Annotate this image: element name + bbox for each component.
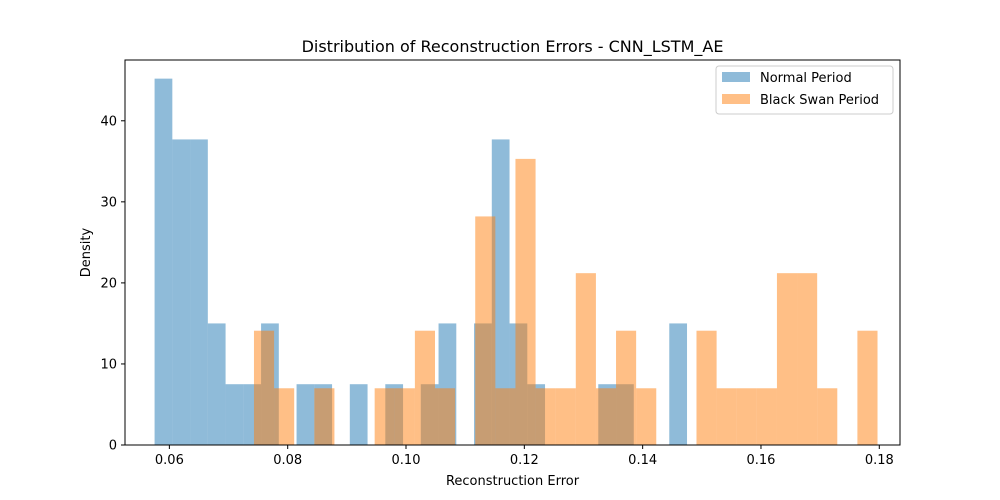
legend-swatch-black-swan: [722, 94, 750, 104]
bar-normal-0: [154, 78, 173, 446]
legend-swatch-normal: [722, 72, 750, 82]
bar-black-swan-14: [535, 388, 556, 445]
y-tick-label: 20: [100, 276, 117, 291]
bar-black-swan-0: [253, 330, 275, 445]
x-tick-label: 0.08: [273, 453, 302, 468]
bar-normal-11: [349, 384, 368, 445]
legend-frame: [715, 65, 894, 115]
bar-black-swan-30: [857, 330, 878, 445]
y-tick-label: 40: [100, 114, 117, 129]
bar-black-swan-18: [616, 330, 637, 445]
bar-normal-2: [190, 139, 208, 445]
bar-normal-1: [172, 139, 191, 445]
x-tick-label: 0.06: [155, 453, 184, 468]
bar-black-swan-13: [515, 158, 536, 445]
bar-normal-19: [491, 139, 510, 445]
bar-black-swan-8: [414, 330, 435, 445]
bar-normal-29: [669, 323, 688, 445]
y-axis-title: Density: [79, 227, 94, 277]
x-tick-label: 0.14: [628, 453, 657, 468]
y-tick-label: 30: [100, 195, 117, 210]
x-axis-title: Reconstruction Error: [446, 474, 580, 489]
y-axis: 0 10 20 30 40: [100, 114, 125, 454]
bar-black-swan-1: [274, 388, 295, 445]
bar-normal-8: [296, 384, 315, 445]
bar-black-swan-19: [636, 388, 657, 445]
x-tick-label: 0.10: [392, 453, 421, 468]
legend-label-normal: Normal Period: [760, 71, 852, 86]
y-tick-label: 0: [109, 439, 117, 454]
x-tick-label: 0.12: [510, 453, 539, 468]
bar-black-swan-6: [374, 388, 395, 445]
bar-black-swan-28: [817, 388, 838, 445]
x-axis: 0.06 0.08 0.10 0.12 0.14 0.16 0.18: [155, 445, 894, 468]
bar-black-swan-23: [716, 388, 737, 445]
bar-black-swan-25: [756, 388, 777, 445]
bar-black-swan-24: [736, 388, 757, 445]
bar-black-swan-12: [495, 388, 516, 445]
chart-title: Distribution of Reconstruction Errors - …: [302, 37, 724, 57]
bar-black-swan-11: [475, 216, 496, 445]
x-tick-label: 0.16: [746, 453, 775, 468]
bar-normal-3: [207, 323, 226, 445]
bar-black-swan-16: [575, 273, 596, 445]
y-tick-label: 10: [100, 357, 117, 372]
bar-normal-4: [225, 384, 244, 445]
x-tick-label: 0.18: [865, 453, 894, 468]
bar-black-swan-3: [314, 388, 335, 445]
bar-black-swan-26: [776, 273, 798, 445]
bars-layer: [154, 78, 878, 446]
legend-label-black-swan: Black Swan Period: [760, 93, 879, 108]
bar-black-swan-27: [797, 273, 818, 445]
plot-frame: [124, 59, 901, 446]
bar-black-swan-22: [696, 330, 717, 445]
legend: Normal Period Black Swan Period: [715, 65, 894, 115]
bar-black-swan-15: [555, 388, 576, 445]
bar-black-swan-17: [595, 388, 617, 445]
bar-black-swan-9: [435, 388, 456, 445]
bar-black-swan-7: [394, 388, 415, 445]
